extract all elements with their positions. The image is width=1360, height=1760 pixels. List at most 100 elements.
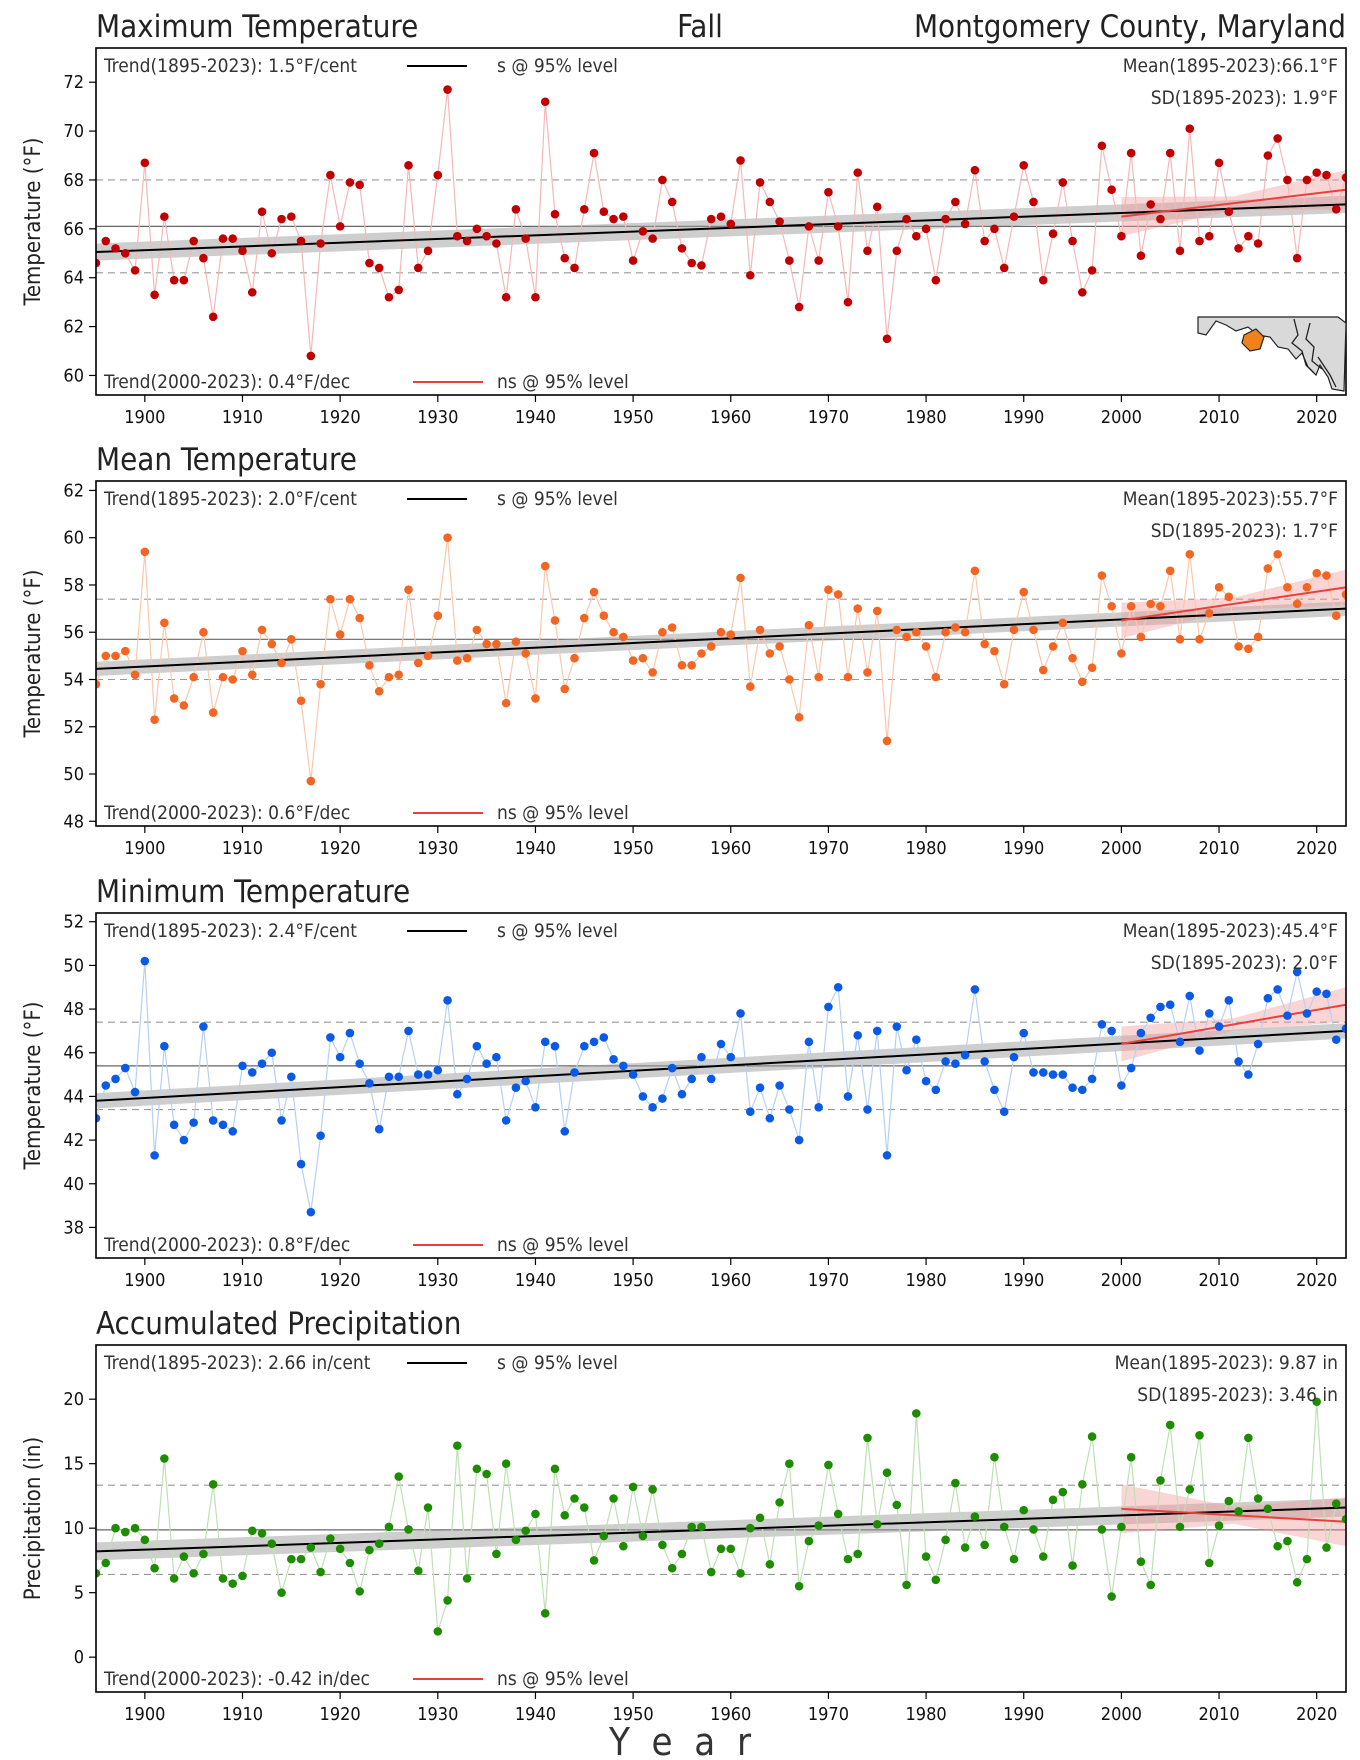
data-point bbox=[433, 170, 443, 180]
x-tick-label: 1910 bbox=[222, 407, 263, 428]
chart-title: Maximum Temperature bbox=[96, 9, 418, 45]
data-point bbox=[755, 1513, 765, 1523]
data-point bbox=[970, 566, 980, 576]
x-tick-label: 1970 bbox=[808, 1704, 849, 1725]
data-point bbox=[374, 687, 384, 696]
data-point bbox=[531, 1509, 540, 1519]
data-point bbox=[1214, 158, 1224, 168]
long-term-trend-line bbox=[96, 1029, 1346, 1102]
x-tick-label: 2020 bbox=[1296, 1704, 1337, 1725]
data-point bbox=[833, 1509, 843, 1519]
data-point bbox=[1331, 611, 1341, 620]
y-tick-label: 56 bbox=[63, 622, 84, 643]
data-point bbox=[579, 1041, 589, 1051]
data-point bbox=[316, 1567, 325, 1577]
x-tick-label: 1910 bbox=[222, 1704, 263, 1725]
data-point bbox=[540, 1037, 550, 1047]
data-point bbox=[745, 1107, 755, 1117]
x-tick-label: 2000 bbox=[1101, 407, 1142, 428]
data-point bbox=[1341, 173, 1346, 182]
y-axis-label: Temperature (°F) bbox=[21, 138, 46, 307]
data-point bbox=[745, 1523, 755, 1533]
data-point bbox=[648, 1485, 657, 1494]
data-point bbox=[345, 1558, 355, 1568]
data-point bbox=[824, 187, 833, 197]
data-point bbox=[1019, 1505, 1029, 1515]
data-point bbox=[1283, 175, 1292, 185]
data-point bbox=[853, 1549, 863, 1559]
data-point bbox=[970, 1512, 980, 1521]
data-point bbox=[96, 258, 101, 268]
x-tick-label: 1950 bbox=[613, 1270, 654, 1291]
data-point bbox=[609, 214, 618, 224]
data-point bbox=[931, 1085, 941, 1095]
data-point bbox=[1263, 151, 1273, 160]
data-point bbox=[287, 1072, 296, 1082]
data-point bbox=[570, 1494, 579, 1503]
data-point bbox=[1322, 989, 1331, 999]
data-point bbox=[384, 1072, 394, 1082]
data-point bbox=[1126, 1452, 1136, 1462]
data-point bbox=[550, 209, 560, 219]
trend-recent-significance: ns @ 95% level bbox=[497, 802, 629, 824]
data-point bbox=[804, 1536, 814, 1546]
data-point bbox=[736, 156, 745, 165]
data-point bbox=[1195, 236, 1204, 246]
x-tick-label: 1980 bbox=[905, 1704, 946, 1725]
data-point bbox=[599, 1531, 609, 1541]
data-point bbox=[1331, 204, 1341, 214]
data-point bbox=[921, 224, 931, 234]
data-point bbox=[1097, 141, 1107, 151]
trend-full-significance: s @ 95% level bbox=[497, 488, 618, 510]
data-point bbox=[413, 263, 423, 273]
data-point bbox=[716, 1039, 726, 1049]
data-point bbox=[1156, 1002, 1165, 1012]
data-point bbox=[902, 214, 911, 224]
data-point bbox=[355, 613, 364, 623]
data-point bbox=[257, 207, 267, 217]
data-point bbox=[257, 625, 267, 635]
data-point bbox=[716, 212, 726, 221]
data-point bbox=[345, 1028, 355, 1038]
data-point bbox=[247, 1526, 257, 1536]
sd-label: SD(1895-2023): 3.46 in bbox=[1137, 1384, 1338, 1406]
x-tick-label: 2000 bbox=[1101, 1270, 1142, 1291]
data-point bbox=[658, 1094, 667, 1103]
data-point bbox=[492, 239, 501, 248]
x-tick-label: 1940 bbox=[515, 407, 556, 428]
data-point bbox=[892, 625, 902, 635]
x-tick-label: 1930 bbox=[417, 1704, 458, 1725]
data-point bbox=[531, 1103, 540, 1112]
data-point bbox=[1322, 1543, 1331, 1552]
trend-recent-label: Trend(2000-2023): 0.6°F/dec bbox=[103, 802, 350, 824]
data-point bbox=[150, 290, 159, 300]
data-point bbox=[882, 736, 892, 746]
x-tick-label: 1960 bbox=[710, 838, 751, 859]
x-tick-label: 1980 bbox=[905, 1270, 946, 1291]
data-point bbox=[169, 1120, 179, 1130]
plot-frame bbox=[95, 912, 1347, 1259]
data-point bbox=[472, 1464, 482, 1474]
trend-full-label: Trend(1895-2023): 1.5°F/cent bbox=[103, 55, 357, 77]
y-tick-label: 64 bbox=[63, 268, 84, 289]
y-tick-label: 50 bbox=[63, 764, 84, 785]
data-point bbox=[1244, 1070, 1253, 1079]
data-point bbox=[531, 292, 540, 302]
data-point bbox=[667, 197, 677, 207]
data-point bbox=[1312, 168, 1322, 177]
data-point bbox=[257, 1059, 267, 1068]
data-point bbox=[960, 1543, 970, 1552]
mean-label: Mean(1895-2023): 9.87 in bbox=[1115, 1352, 1338, 1374]
y-tick-label: 52 bbox=[63, 717, 84, 738]
data-point bbox=[550, 1041, 560, 1051]
data-point bbox=[228, 675, 238, 684]
y-tick-label: 66 bbox=[63, 219, 84, 240]
data-point bbox=[843, 1092, 853, 1101]
y-tick-label: 48 bbox=[63, 811, 84, 832]
data-point bbox=[218, 1120, 228, 1130]
data-point bbox=[277, 658, 286, 668]
x-tick-label: 1900 bbox=[124, 838, 165, 859]
data-point bbox=[863, 1433, 872, 1443]
data-point bbox=[394, 1472, 404, 1481]
data-point bbox=[706, 1567, 716, 1577]
